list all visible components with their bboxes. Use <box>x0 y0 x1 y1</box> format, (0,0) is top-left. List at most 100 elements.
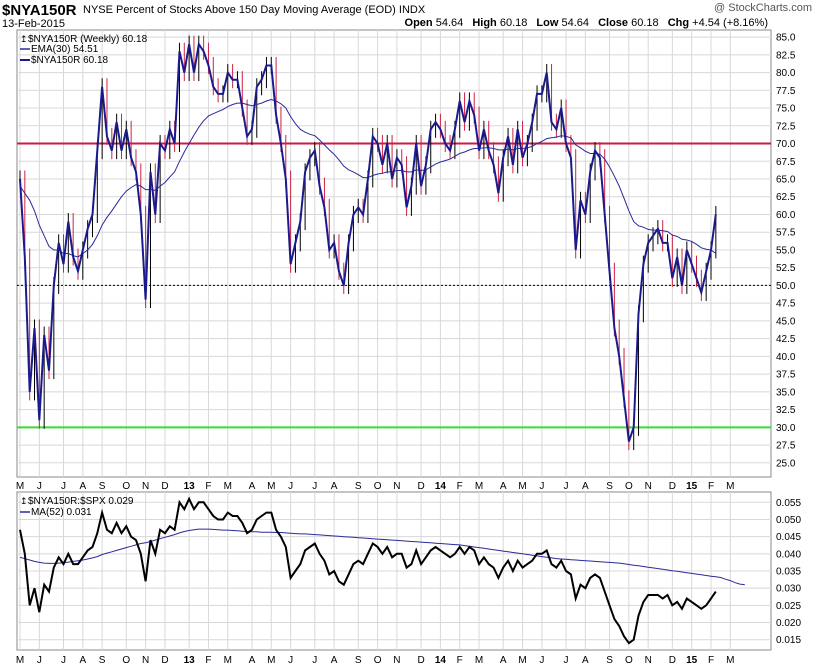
legend-ratio-icon: ↥ <box>20 496 28 506</box>
month-label: N <box>393 655 400 666</box>
month-label: N <box>142 655 149 666</box>
y-tick-label: 75.0 <box>776 104 796 115</box>
copyright-text[interactable]: @ StockCharts.com <box>714 2 812 14</box>
open-value: 54.64 <box>435 17 464 29</box>
month-label: J <box>564 655 569 666</box>
high-label: High <box>472 17 497 29</box>
y-tick-label: 52.5 <box>776 263 796 274</box>
month-label: M <box>16 481 24 492</box>
y-tick-label: 0.025 <box>776 601 801 612</box>
month-label: M <box>224 655 232 666</box>
month-label: 13 <box>184 481 196 492</box>
y-tick-label: 80.0 <box>776 68 796 79</box>
ohlc-readout: Open 54.64 High 60.18 Low 54.64 Close 60… <box>405 17 768 29</box>
month-label: A <box>249 655 256 666</box>
price-legend: ↥ $NYA150R (Weekly) 60.18 EMA(30) 54.51 … <box>20 34 148 66</box>
chg-label: Chg <box>667 17 690 29</box>
chart-symbol: $NYA150R <box>2 2 77 19</box>
y-tick-label: 55.0 <box>776 245 796 256</box>
month-label: F <box>708 655 714 666</box>
month-label: 15 <box>686 655 698 666</box>
month-label: M <box>267 655 275 666</box>
legend-ratio: $NYA150R:$SPX 0.029 <box>28 496 134 507</box>
y-tick-label: 47.5 <box>776 299 796 310</box>
month-label: 14 <box>435 655 447 666</box>
y-tick-label: 50.0 <box>776 281 796 292</box>
month-label: D <box>417 655 424 666</box>
month-label: M <box>16 655 24 666</box>
y-tick-label: 82.5 <box>776 50 796 61</box>
month-label: J <box>61 481 66 492</box>
month-label: N <box>142 481 149 492</box>
y-tick-label: 40.0 <box>776 352 796 363</box>
month-label: J <box>312 481 317 492</box>
month-label: O <box>122 655 130 666</box>
y-tick-label: 0.035 <box>776 567 801 578</box>
month-label: A <box>500 655 507 666</box>
month-label: N <box>645 655 652 666</box>
month-label: J <box>539 481 544 492</box>
subtitle-text: NYSE Percent of Stocks Above 150 Day Mov… <box>83 4 396 16</box>
y-tick-label: 35.0 <box>776 387 796 398</box>
chart-subtitle: NYSE Percent of Stocks Above 150 Day Mov… <box>83 4 425 16</box>
exchange-label: INDX <box>398 4 426 16</box>
month-label: A <box>331 481 338 492</box>
month-label: A <box>249 481 256 492</box>
month-label: S <box>606 655 613 666</box>
month-label: J <box>539 655 544 666</box>
month-label: O <box>374 481 382 492</box>
month-label: F <box>708 481 714 492</box>
month-label: A <box>79 655 86 666</box>
price-panel-frame <box>16 29 772 478</box>
y-tick-label: 42.5 <box>776 334 796 345</box>
legend-price: $NYA150R (Weekly) 60.18 <box>28 34 148 45</box>
month-label: 15 <box>686 481 698 492</box>
month-label: N <box>645 481 652 492</box>
y-tick-label: 37.5 <box>776 370 796 381</box>
ratio-legend: ↥ $NYA150R:$SPX 0.029 MA(52) 0.031 <box>20 496 134 518</box>
y-tick-label: 77.5 <box>776 86 796 97</box>
month-label: D <box>161 655 168 666</box>
month-label: S <box>355 655 362 666</box>
y-tick-label: 27.5 <box>776 441 796 452</box>
y-tick-label: 0.030 <box>776 584 801 595</box>
month-label: M <box>726 655 734 666</box>
y-tick-label: 60.0 <box>776 210 796 221</box>
month-label: S <box>355 481 362 492</box>
month-label: M <box>267 481 275 492</box>
y-tick-label: 0.050 <box>776 515 801 526</box>
month-label: D <box>417 481 424 492</box>
month-label: O <box>625 481 633 492</box>
open-label: Open <box>404 17 433 29</box>
month-label: F <box>205 655 211 666</box>
close-value: 60.18 <box>631 17 659 29</box>
price-line <box>19 41 717 442</box>
month-label: J <box>312 655 317 666</box>
price-y-ticks: 25.0 27.5 30.0 32.5 35.0 37.5 40.0 42.5 45.0 47.5… <box>776 33 796 470</box>
month-label: 14 <box>435 481 447 492</box>
legend-ma: MA(52) 0.031 <box>31 507 92 518</box>
y-tick-label: 0.045 <box>776 532 801 543</box>
ratio-ma-line <box>19 528 745 586</box>
month-label: S <box>99 481 106 492</box>
y-tick-label: 72.5 <box>776 121 796 132</box>
month-label: F <box>457 481 463 492</box>
reference-lines <box>17 142 771 429</box>
month-label: S <box>606 481 613 492</box>
month-label: O <box>122 481 130 492</box>
month-label: A <box>500 481 507 492</box>
month-label: A <box>331 655 338 666</box>
price-bars <box>19 35 717 451</box>
y-tick-label: 0.040 <box>776 549 801 560</box>
y-tick-label: 65.0 <box>776 175 796 186</box>
close-label: Close <box>598 17 629 29</box>
month-label: N <box>393 481 400 492</box>
month-label: M <box>475 655 483 666</box>
month-label: A <box>582 655 589 666</box>
month-label: A <box>582 481 589 492</box>
y-tick-label: 57.5 <box>776 228 796 239</box>
month-label: D <box>161 481 168 492</box>
low-label: Low <box>536 17 559 29</box>
chg-value: +4.54 (+8.16%) <box>692 17 768 29</box>
high-value: 60.18 <box>499 17 528 29</box>
